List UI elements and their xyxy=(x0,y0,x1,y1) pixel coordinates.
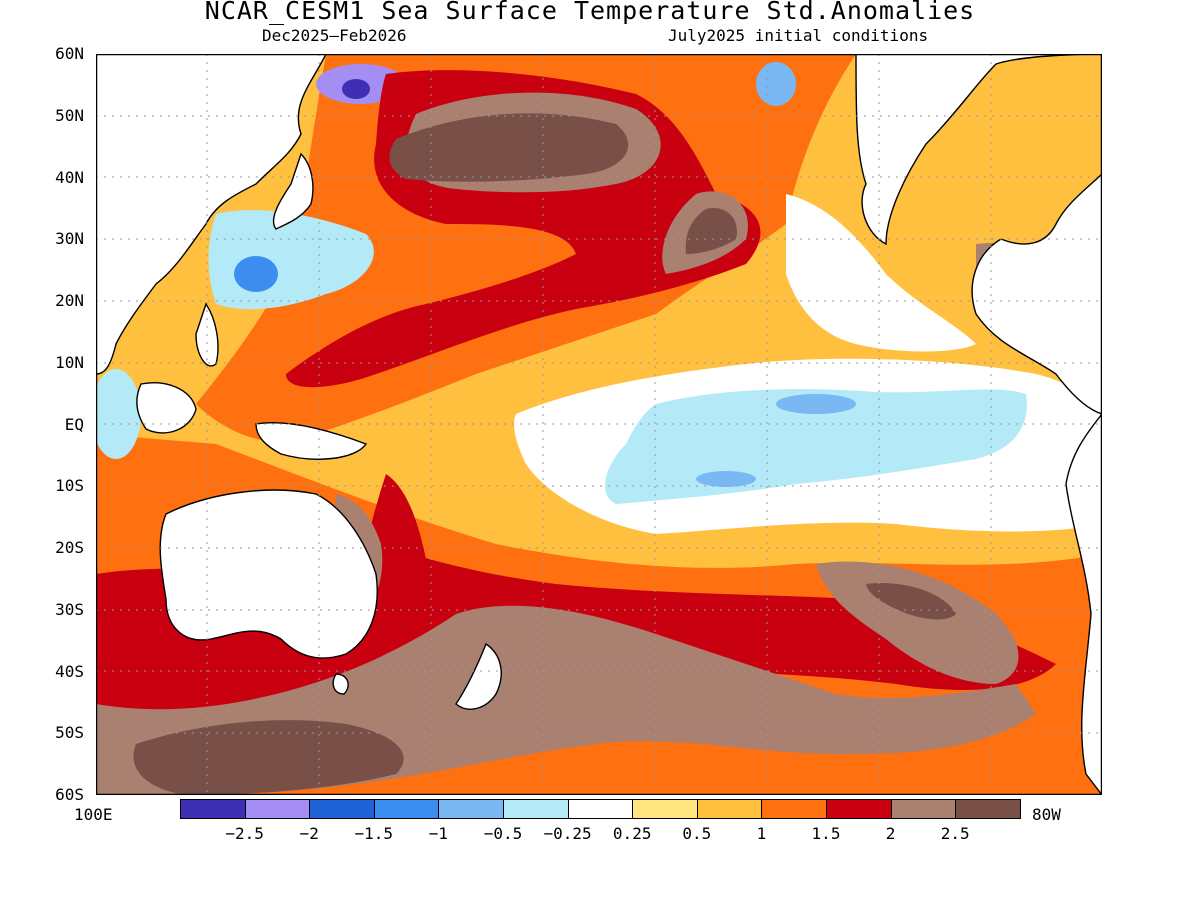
colorbar-tick-label: −2.5 xyxy=(225,824,264,843)
colorbar-swatch xyxy=(244,799,311,819)
initial-conditions: July2025 initial conditions xyxy=(668,26,929,45)
colorbar-swatch xyxy=(632,799,698,819)
land-australia xyxy=(159,489,378,659)
lon-label-right: 80W xyxy=(1032,805,1061,824)
colorbar-tick-label: −1.5 xyxy=(354,824,394,843)
chart-title: NCAR_CESM1 Sea Surface Temperature Std.A… xyxy=(204,0,976,25)
sst-anomaly-map xyxy=(96,54,1102,795)
colorbar-tick-label: 0.5 xyxy=(682,824,712,843)
colorbar-swatch xyxy=(890,799,957,819)
colorbar-tick-label: −2 xyxy=(299,824,319,843)
colorbar-swatch xyxy=(309,799,375,819)
colorbar-swatch xyxy=(955,799,1021,819)
lat-tick-label: 60N xyxy=(55,44,84,63)
anomaly-brown-southern-core xyxy=(133,720,404,795)
land-new-zealand xyxy=(455,642,502,710)
colorbar-tick-label: 2 xyxy=(885,824,896,843)
lat-tick-label: 60S xyxy=(55,785,84,804)
colorbar-tick-label: −1 xyxy=(428,824,449,843)
lat-tick-label: 50N xyxy=(55,105,84,125)
anomaly-neutral-northeast xyxy=(786,194,976,352)
land-asia xyxy=(96,54,327,375)
land-japan xyxy=(272,152,314,230)
anomaly-brown-north-pacific-core xyxy=(389,113,629,182)
colorbar-swatch xyxy=(567,799,634,819)
anomaly-neg-western-core xyxy=(234,256,278,292)
lat-tick-label: EQ xyxy=(64,414,84,434)
lat-tick-label: 30N xyxy=(55,229,84,249)
colorbar xyxy=(180,799,1021,821)
lat-tick-label: 20S xyxy=(55,538,84,557)
colorbar-swatch xyxy=(826,799,892,819)
lat-tick-label: 30S xyxy=(55,599,84,619)
colorbar-tick-label: 2.5 xyxy=(940,824,970,843)
colorbar-swatch xyxy=(180,799,246,819)
land-tasmania xyxy=(332,673,349,695)
anomaly-neg-western-coast xyxy=(96,369,141,459)
lat-tick-label: 20N xyxy=(55,291,84,310)
anomaly-neg-equatorial-core xyxy=(776,394,856,414)
colorbar-tick-label: −0.25 xyxy=(543,824,592,843)
anomaly-brown-subtropical-core xyxy=(685,208,737,254)
forecast-period: Dec2025–Feb2026 xyxy=(262,26,407,45)
colorbar-swatch xyxy=(438,799,504,819)
lat-tick-label: 50S xyxy=(55,723,84,743)
colorbar-tick-label: −0.5 xyxy=(483,824,523,843)
colorbar-tick-label: 1 xyxy=(756,824,767,843)
lat-tick-label: 40N xyxy=(55,167,84,187)
gridlines xyxy=(96,54,1102,795)
map-frame xyxy=(96,54,1102,795)
colorbar-tick-label: 1.5 xyxy=(811,824,841,843)
lat-tick-label: 40S xyxy=(55,661,84,681)
anomaly-brown-southeast-core xyxy=(866,583,956,620)
colorbar-swatch xyxy=(696,799,763,819)
anomaly-neg-northern-core xyxy=(342,79,370,99)
land-south-america xyxy=(1065,412,1102,795)
lat-tick-label: 10N xyxy=(55,352,84,372)
colorbar-tick-label: 0.25 xyxy=(612,824,652,843)
land-borneo xyxy=(136,382,197,434)
land-new-guinea xyxy=(255,422,368,460)
lon-label-left: 100E xyxy=(74,805,113,824)
anomaly-neg-eastern-coast xyxy=(756,62,796,106)
colorbar-swatch xyxy=(761,799,827,819)
anomaly-brown-southeast xyxy=(816,561,1019,684)
colorbar-swatch xyxy=(503,799,569,819)
colorbar-swatch xyxy=(373,799,440,819)
land-masses xyxy=(96,54,1102,795)
anomaly-neg-equatorial-core xyxy=(696,471,756,487)
lat-tick-label: 10S xyxy=(55,476,84,496)
